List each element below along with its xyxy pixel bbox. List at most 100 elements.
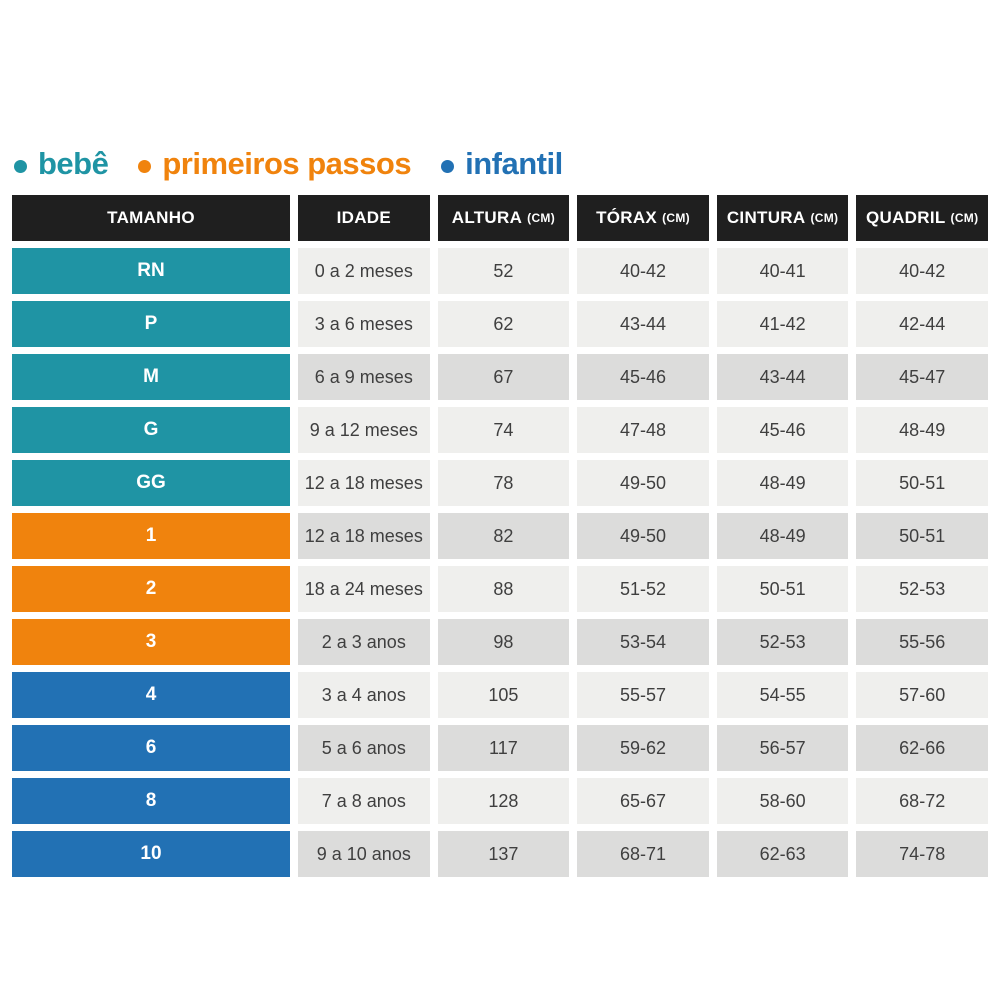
- column-header-label: QUADRIL: [865, 208, 946, 227]
- value-cell: 58-60: [716, 778, 849, 824]
- value-cell: 12 a 18 meses: [298, 460, 430, 506]
- value-cell: 41-42: [716, 301, 849, 347]
- size-cell-1: 1: [12, 513, 290, 559]
- column-header-label: IDADE: [336, 208, 391, 227]
- legend: bebê primeiros passos infantil: [14, 146, 563, 182]
- value-cell: 0 a 2 meses: [298, 248, 430, 294]
- legend-item-primeiros-passos: primeiros passos: [138, 146, 412, 182]
- value-cell: 105: [437, 672, 570, 718]
- column-header-label: ALTURA: [451, 208, 523, 227]
- bullet-icon: [138, 159, 152, 173]
- value-cell: 55-57: [577, 672, 709, 718]
- value-cell: 9 a 12 meses: [298, 407, 430, 453]
- value-cell: 57-60: [856, 672, 988, 718]
- value-cell: 128: [437, 778, 570, 824]
- size-cell-8: 8: [12, 778, 290, 824]
- column-header-idade: IDADE: [298, 195, 430, 241]
- value-cell: 67: [437, 354, 570, 400]
- value-cell: 40-42: [856, 248, 988, 294]
- value-cell: 74-78: [856, 831, 988, 877]
- value-cell: 49-50: [577, 460, 709, 506]
- value-cell: 59-62: [577, 725, 709, 771]
- value-cell: 62-66: [856, 725, 988, 771]
- value-cell: 50-51: [856, 460, 988, 506]
- bullet-icon: [14, 159, 27, 173]
- value-cell: 117: [437, 725, 570, 771]
- size-cell-g: G: [12, 407, 290, 453]
- value-cell: 9 a 10 anos: [298, 831, 430, 877]
- legend-item-infantil: infantil: [441, 146, 563, 182]
- value-cell: 82: [437, 513, 570, 559]
- value-cell: 49-50: [577, 513, 709, 559]
- value-cell: 68-72: [856, 778, 988, 824]
- value-cell: 6 a 9 meses: [298, 354, 430, 400]
- size-cell-rn: RN: [12, 248, 290, 294]
- value-cell: 56-57: [716, 725, 849, 771]
- value-cell: 48-49: [856, 407, 988, 453]
- legend-label: bebê: [38, 146, 109, 181]
- size-cell-3: 3: [12, 619, 290, 665]
- column-header-torax: TÓRAX (CM): [577, 195, 709, 241]
- value-cell: 45-47: [856, 354, 988, 400]
- value-cell: 62-63: [716, 831, 849, 877]
- value-cell: 2 a 3 anos: [298, 619, 430, 665]
- value-cell: 43-44: [577, 301, 709, 347]
- size-cell-4: 4: [12, 672, 290, 718]
- value-cell: 12 a 18 meses: [298, 513, 430, 559]
- size-cell-gg: GG: [12, 460, 290, 506]
- value-cell: 52-53: [856, 566, 988, 612]
- value-cell: 62: [437, 301, 570, 347]
- value-cell: 52-53: [716, 619, 849, 665]
- size-cell-6: 6: [12, 725, 290, 771]
- value-cell: 52: [437, 248, 570, 294]
- value-cell: 78: [437, 460, 570, 506]
- size-cell-2: 2: [12, 566, 290, 612]
- legend-label: infantil: [465, 146, 563, 181]
- value-cell: 53-54: [577, 619, 709, 665]
- value-cell: 65-67: [577, 778, 709, 824]
- legend-label: primeiros passos: [162, 146, 412, 181]
- value-cell: 50-51: [856, 513, 988, 559]
- value-cell: 40-42: [577, 248, 709, 294]
- value-cell: 5 a 6 anos: [298, 725, 430, 771]
- value-cell: 40-41: [716, 248, 849, 294]
- size-cell-m: M: [12, 354, 290, 400]
- size-table: TAMANHO IDADE ALTURA (CM) TÓRAX (CM) CINTU…: [12, 195, 988, 877]
- column-header-label: TÓRAX: [596, 208, 658, 227]
- column-header-cintura: CINTURA (CM): [716, 195, 849, 241]
- column-header-unit: (CM): [950, 211, 979, 225]
- value-cell: 48-49: [716, 513, 849, 559]
- column-header-tamanho: TAMANHO: [12, 195, 290, 241]
- value-cell: 54-55: [716, 672, 849, 718]
- legend-item-bebe: bebê: [14, 146, 109, 182]
- bullet-icon: [441, 159, 455, 173]
- value-cell: 137: [437, 831, 570, 877]
- value-cell: 98: [437, 619, 570, 665]
- value-cell: 43-44: [716, 354, 849, 400]
- value-cell: 47-48: [577, 407, 709, 453]
- value-cell: 45-46: [577, 354, 709, 400]
- value-cell: 50-51: [716, 566, 849, 612]
- column-header-quadril: QUADRIL (CM): [856, 195, 988, 241]
- value-cell: 51-52: [577, 566, 709, 612]
- column-header-altura: ALTURA (CM): [437, 195, 570, 241]
- value-cell: 3 a 6 meses: [298, 301, 430, 347]
- column-header-label: TAMANHO: [107, 208, 195, 227]
- value-cell: 48-49: [716, 460, 849, 506]
- value-cell: 55-56: [856, 619, 988, 665]
- value-cell: 42-44: [856, 301, 988, 347]
- column-header-unit: (CM): [527, 211, 556, 225]
- value-cell: 3 a 4 anos: [298, 672, 430, 718]
- size-cell-p: P: [12, 301, 290, 347]
- value-cell: 74: [437, 407, 570, 453]
- column-header-label: CINTURA: [726, 208, 806, 227]
- value-cell: 88: [437, 566, 570, 612]
- size-cell-10: 10: [12, 831, 290, 877]
- column-header-unit: (CM): [662, 211, 690, 225]
- value-cell: 45-46: [716, 407, 849, 453]
- value-cell: 68-71: [577, 831, 709, 877]
- column-header-unit: (CM): [810, 211, 839, 225]
- value-cell: 18 a 24 meses: [298, 566, 430, 612]
- value-cell: 7 a 8 anos: [298, 778, 430, 824]
